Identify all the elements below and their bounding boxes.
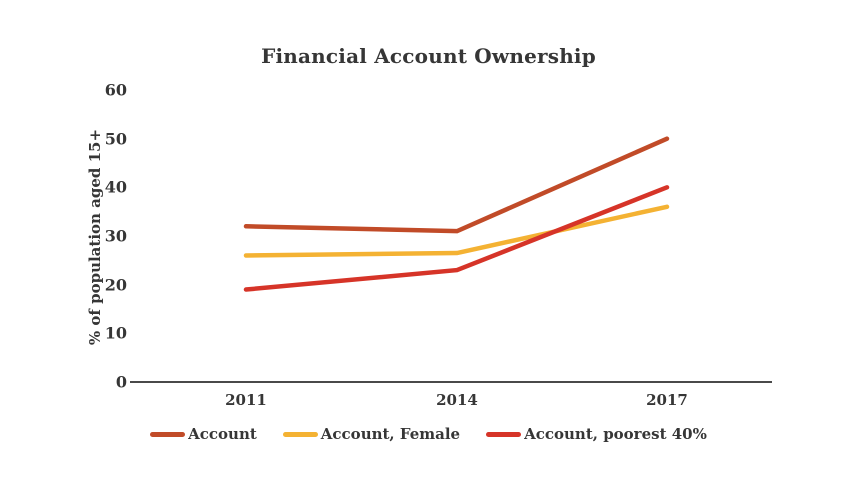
x-tick-label-2014: 2014 [436,391,478,409]
y-tick-label-0: 0 [115,372,127,392]
x-tick-label-2017: 2017 [646,391,688,409]
legend-line-marker-account-poorest-40 [486,431,522,437]
legend: Account Account, Female Account, poorest 4… [0,425,857,443]
x-tick-label-2011: 2011 [225,391,267,409]
legend-label-account: Account [188,425,257,443]
legend-item-account: Account [150,425,257,443]
chart-title: Financial Account Ownership [261,44,596,68]
y-tick-label-10: 10 [104,323,127,343]
legend-label-account-poorest-40: Account, poorest 40% [524,425,707,443]
y-tick-label-60: 60 [104,80,127,100]
y-tick-label-20: 20 [104,275,127,295]
legend-item-account-poorest-40: Account, poorest 40% [486,425,707,443]
series-line-account-female [243,204,670,258]
y-tick-label-40: 40 [104,177,127,197]
y-tick-label-50: 50 [104,129,127,149]
legend-line-marker-account [150,431,186,437]
series-line-account-poorest-40 [243,185,670,292]
series-line-account [243,136,670,234]
legend-line-marker-account-female [282,431,318,437]
legend-label-account-female: Account, Female [320,425,461,443]
y-tick-label-30: 30 [104,226,127,246]
legend-item-account-female: Account, Female [282,425,461,443]
